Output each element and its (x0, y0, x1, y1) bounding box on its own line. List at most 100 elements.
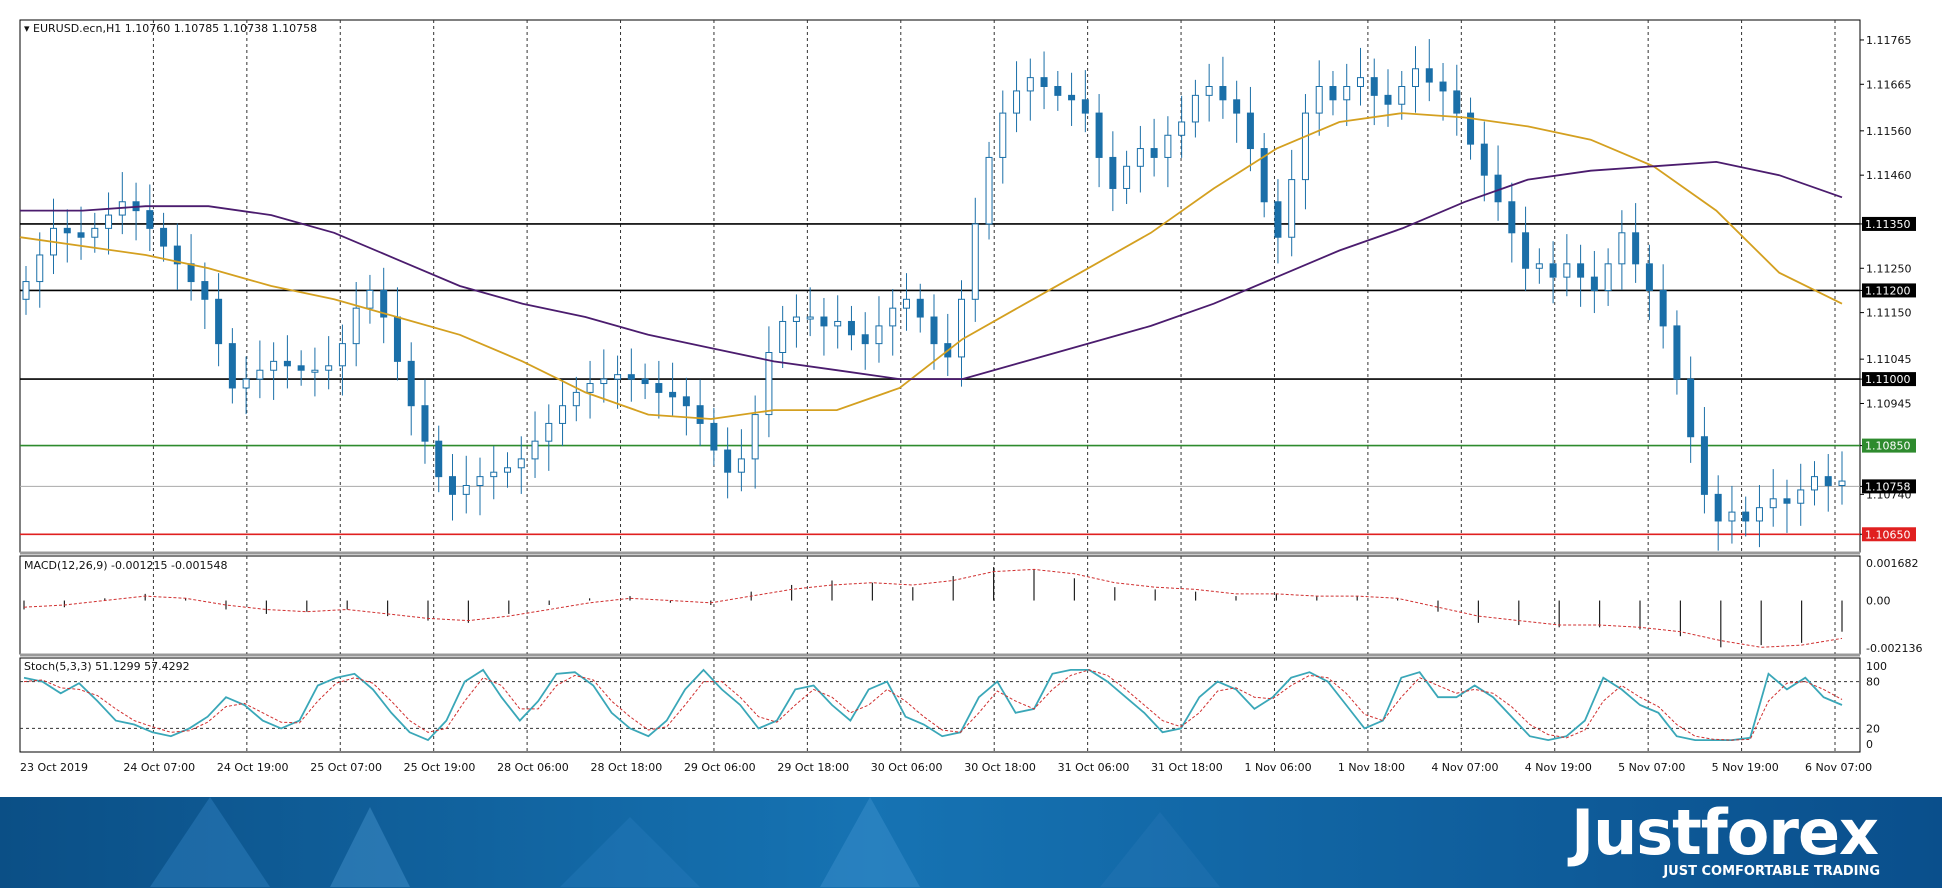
x-tick-label: 1 Nov 18:00 (1338, 761, 1405, 774)
candle-body (531, 440, 539, 460)
level-label: 1.11350 (1865, 218, 1911, 231)
candle-body (1356, 77, 1364, 87)
x-tick-label: 24 Oct 19:00 (217, 761, 289, 774)
x-tick-label: 25 Oct 19:00 (404, 761, 476, 774)
level-label: 1.10650 (1865, 528, 1911, 541)
candle-body (1205, 86, 1213, 96)
stoch-main-line (23, 668, 1843, 742)
candle-body (366, 289, 374, 309)
x-tick-label: 24 Oct 07:00 (123, 761, 195, 774)
x-tick-label: 28 Oct 18:00 (591, 761, 663, 774)
candle-body (490, 471, 498, 478)
candle-body (1384, 94, 1392, 105)
candle-body (1013, 90, 1021, 114)
trading-chart[interactable]: 23 Oct 2019 24 Oct 07:00 24 Oct 19:00 25 Oc… (0, 0, 1942, 797)
candle-body (1288, 179, 1296, 238)
candle-body (559, 405, 567, 424)
x-tick-label: 31 Oct 18:00 (1151, 761, 1223, 774)
candle-body (283, 360, 291, 367)
candle-body (1191, 94, 1199, 123)
candle-body (1604, 263, 1612, 291)
y-tick-label: 1.11045 (1866, 353, 1912, 366)
candle-body (627, 374, 635, 380)
candle-body (875, 325, 883, 345)
level-label-box (1862, 283, 1916, 298)
candle-body (641, 378, 649, 385)
y-tick-label: 1.11150 (1866, 307, 1912, 320)
candle-body (201, 281, 209, 300)
candle-body (1095, 112, 1103, 158)
candle-body (1398, 86, 1406, 105)
candle-body (160, 227, 168, 247)
candle-body (1783, 498, 1791, 504)
candle-body (256, 369, 264, 380)
banner-shape (560, 817, 700, 887)
candle-body (187, 263, 195, 283)
x-tick-label: 5 Nov 19:00 (1712, 761, 1779, 774)
candle-body (1590, 276, 1598, 291)
candle-body (916, 298, 924, 318)
x-tick-label: 31 Oct 06:00 (1058, 761, 1130, 774)
x-tick-label: 1 Nov 06:00 (1244, 761, 1311, 774)
candle-body (820, 316, 828, 327)
ma-slow-line (20, 160, 1843, 381)
candle-body (1274, 201, 1282, 238)
candle-body (792, 316, 800, 322)
candle-body (1109, 156, 1117, 189)
candle-body (91, 227, 99, 238)
candle-body (476, 476, 484, 486)
candle-body (504, 467, 512, 473)
x-tick-label: 6 Nov 07:00 (1805, 761, 1872, 774)
candle-body (393, 316, 401, 362)
candle-body (435, 440, 443, 478)
stoch-y-label: 0 (1866, 738, 1873, 751)
x-tick-label: 23 Oct 2019 (20, 761, 88, 774)
candle-body (545, 422, 553, 442)
panel-frame-3 (19, 657, 1861, 753)
candle-body (1797, 489, 1805, 504)
candle-body (737, 458, 745, 473)
candle-body (1700, 436, 1708, 495)
candle-body (1742, 511, 1750, 522)
candle-body (407, 360, 415, 407)
candle-body (971, 223, 979, 300)
candle-body (1659, 289, 1667, 327)
candle-body (1728, 511, 1736, 522)
candle-body (1301, 112, 1309, 181)
candle-body (1810, 476, 1818, 491)
candle-body (1480, 143, 1488, 176)
candle-body (1632, 232, 1640, 265)
candle-body (1246, 112, 1254, 150)
candle-body (173, 245, 181, 265)
candle-body (1150, 148, 1158, 158)
x-tick-label: 29 Oct 06:00 (684, 761, 756, 774)
candle-body (1439, 81, 1447, 92)
candle-body (1824, 476, 1832, 486)
candle-body (352, 307, 360, 345)
candle-body (311, 369, 319, 373)
candle-body (1522, 232, 1530, 269)
candle-body (1233, 99, 1241, 114)
x-tick-label: 25 Oct 07:00 (310, 761, 382, 774)
banner-shape (150, 797, 270, 887)
candle-body (1549, 263, 1557, 278)
candle-body (1412, 68, 1420, 88)
candle-body (1838, 480, 1846, 487)
candle-body (1755, 507, 1763, 522)
x-tick-label: 28 Oct 06:00 (497, 761, 569, 774)
candle-body (724, 449, 732, 473)
candle-body (1687, 378, 1695, 438)
candle-body (806, 316, 814, 320)
brand-logo: Justforex (1571, 796, 1879, 869)
x-tick-label: 4 Nov 19:00 (1525, 761, 1592, 774)
candle-body (710, 422, 718, 451)
candle-body (696, 405, 704, 424)
candle-body (999, 112, 1007, 158)
candle-body (779, 320, 787, 354)
macd-title: MACD(12,26,9) -0.001215 -0.001548 (24, 559, 227, 572)
candle-body (902, 298, 910, 309)
panel-frame-1 (19, 19, 1861, 553)
candle-body (77, 232, 85, 238)
y-tick-label: 1.10945 (1866, 397, 1912, 410)
y-tick-label: 1.11250 (1866, 262, 1912, 275)
